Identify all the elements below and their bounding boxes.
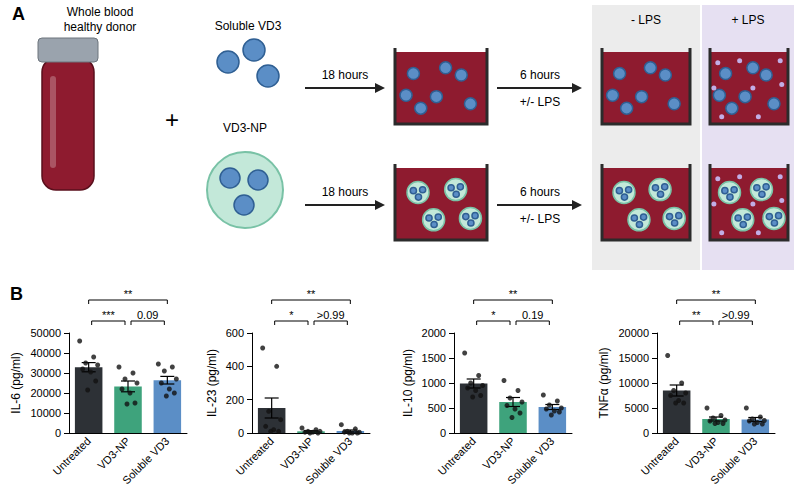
svg-text:Soluble VD3: Soluble VD3: [120, 435, 172, 487]
svg-text:500: 500: [428, 402, 446, 414]
svg-text:>0.99: >0.99: [722, 309, 750, 321]
svg-text:>0.99: >0.99: [317, 309, 345, 321]
svg-text:6 hours: 6 hours: [520, 68, 560, 82]
svg-text:**: **: [712, 288, 721, 300]
svg-text:20000: 20000: [30, 387, 61, 399]
svg-text:VD3-NP: VD3-NP: [480, 435, 517, 472]
svg-text:Untreated: Untreated: [50, 435, 93, 478]
svg-text:1500: 1500: [422, 352, 446, 364]
svg-text:20000: 20000: [618, 327, 649, 339]
svg-text:10000: 10000: [30, 407, 61, 419]
svg-text:Untreated: Untreated: [638, 435, 681, 478]
svg-text:15000: 15000: [618, 352, 649, 364]
svg-text:VD3-NP: VD3-NP: [278, 435, 315, 472]
svg-text:0: 0: [55, 427, 61, 439]
svg-text:+: +: [165, 106, 179, 133]
svg-text:18 hours: 18 hours: [322, 185, 369, 199]
svg-text:0: 0: [440, 427, 446, 439]
svg-text:600: 600: [226, 327, 244, 339]
svg-text:0: 0: [238, 427, 244, 439]
svg-text:Soluble VD3: Soluble VD3: [505, 435, 557, 487]
svg-text:IL-6 (pg/ml): IL-6 (pg/ml): [9, 352, 23, 413]
svg-text:IL-23 (pg/ml): IL-23 (pg/ml): [205, 349, 219, 417]
svg-text:Soluble VD3: Soluble VD3: [215, 19, 282, 33]
svg-text:Whole blood: Whole blood: [67, 5, 134, 19]
svg-text:200: 200: [226, 394, 244, 406]
svg-text:healthy donor: healthy donor: [64, 20, 137, 34]
svg-text:400: 400: [226, 360, 244, 372]
svg-text:10000: 10000: [618, 377, 649, 389]
svg-text:VD3-NP: VD3-NP: [223, 121, 267, 135]
html-text:B: B: [10, 284, 23, 304]
svg-text:***: ***: [102, 309, 116, 321]
svg-text:18 hours: 18 hours: [322, 68, 369, 82]
svg-text:**: **: [307, 288, 316, 300]
svg-text:Untreated: Untreated: [233, 435, 276, 478]
svg-text:6 hours: 6 hours: [520, 185, 560, 199]
svg-text:VD3-NP: VD3-NP: [683, 435, 720, 472]
svg-text:TNFα (pg/ml): TNFα (pg/ml): [597, 348, 611, 419]
svg-text:Soluble VD3: Soluble VD3: [303, 435, 355, 487]
svg-text:IL-10 (pg/ml): IL-10 (pg/ml): [401, 349, 415, 417]
svg-text:- LPS: - LPS: [631, 13, 661, 27]
svg-text:2000: 2000: [422, 327, 446, 339]
svg-text:40000: 40000: [30, 347, 61, 359]
svg-text:Untreated: Untreated: [435, 435, 478, 478]
svg-text:Soluble VD3: Soluble VD3: [708, 435, 760, 487]
svg-text:+/- LPS: +/- LPS: [520, 212, 560, 226]
svg-text:**: **: [509, 288, 518, 300]
svg-text:*: *: [289, 309, 294, 321]
svg-text:VD3-NP: VD3-NP: [95, 435, 132, 472]
svg-text:5000: 5000: [625, 402, 649, 414]
svg-text:30000: 30000: [30, 367, 61, 379]
svg-text:+ LPS: + LPS: [731, 13, 764, 27]
svg-text:0.19: 0.19: [522, 309, 543, 321]
svg-text:1000: 1000: [422, 377, 446, 389]
svg-text:0: 0: [643, 427, 649, 439]
svg-text:A: A: [12, 4, 25, 24]
svg-text:0.09: 0.09: [137, 309, 158, 321]
svg-text:50000: 50000: [30, 327, 61, 339]
svg-text:**: **: [692, 309, 701, 321]
svg-text:+/- LPS: +/- LPS: [520, 95, 560, 109]
svg-text:*: *: [491, 309, 496, 321]
svg-text:**: **: [124, 288, 133, 300]
